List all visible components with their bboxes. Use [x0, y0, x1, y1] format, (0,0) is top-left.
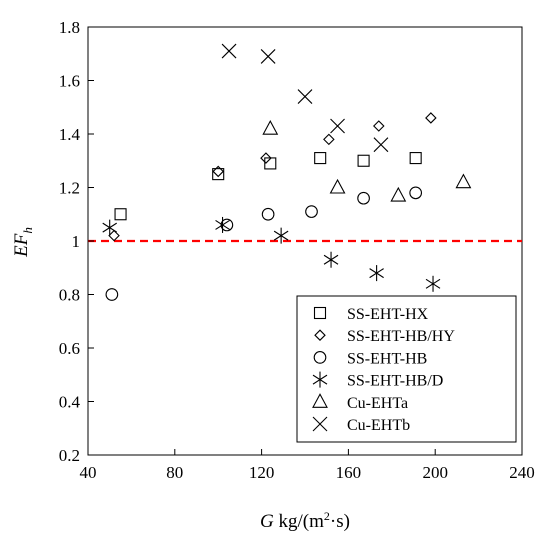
data-point-circle — [261, 207, 275, 221]
data-point-asterisk — [425, 275, 441, 292]
data-point-diamond — [212, 165, 224, 178]
data-point-square — [114, 208, 127, 221]
data-point-circle — [409, 186, 423, 200]
x-tick-label: 200 — [422, 463, 448, 482]
x-tick-label: 120 — [249, 463, 275, 482]
data-point-square — [314, 152, 327, 165]
legend-marker-asterisk — [312, 371, 328, 388]
legend-marker-triangle — [312, 393, 328, 408]
data-point-square — [264, 157, 277, 170]
legend-entry-label: SS-EHT-HB/HY — [347, 328, 455, 345]
x-tick-label: 160 — [336, 463, 362, 482]
data-point-square — [409, 152, 422, 165]
data-point-asterisk — [273, 227, 289, 244]
data-point-asterisk — [102, 219, 117, 236]
data-point-x — [330, 118, 345, 134]
data-point-square — [212, 168, 225, 181]
legend-marker-x — [312, 416, 328, 432]
y-tick-label: 1.2 — [59, 179, 80, 198]
y-tick-label: 0.8 — [59, 286, 80, 305]
data-point-triangle — [390, 186, 407, 202]
data-point-x — [373, 137, 389, 153]
legend: SS-EHT-HX SS-EHT-HB/HY SS-EHT-HB SS-EHT-HB/… — [296, 295, 517, 443]
y-tick-label: 0.2 — [59, 446, 80, 465]
y-axis-label: EFh — [11, 227, 35, 258]
data-point-circle — [105, 288, 119, 301]
data-point-diamond — [323, 133, 335, 146]
legend-marker-square — [313, 306, 327, 320]
x-tick-label: 40 — [80, 463, 97, 482]
legend-box — [296, 295, 517, 443]
data-point-triangle — [329, 178, 346, 194]
x-axis-label: G kg/(m2·s) — [260, 509, 350, 532]
data-point-circle — [220, 218, 234, 232]
data-point-triangle — [262, 119, 279, 135]
legend-marker-circle — [313, 351, 327, 364]
data-point-asterisk — [323, 251, 339, 268]
data-point-diamond — [260, 152, 272, 164]
data-point-asterisk — [215, 216, 230, 233]
data-point-x — [260, 49, 276, 64]
legend-entry-label: SS-EHT-HB — [347, 350, 427, 367]
legend-entry-label: Cu-EHTb — [347, 417, 410, 434]
data-point-diamond — [108, 229, 120, 242]
y-tick-label: 1.4 — [59, 125, 81, 144]
data-point-square — [357, 154, 370, 167]
x-tick-label: 240 — [509, 463, 535, 482]
data-point-circle — [357, 191, 370, 205]
legend-entry-label: SS-EHT-HX — [347, 306, 429, 323]
legend-entry-label: Cu-EHTa — [347, 395, 408, 412]
data-point-asterisk — [369, 265, 384, 282]
y-tick-label: 0.4 — [59, 393, 81, 412]
data-point-triangle — [455, 173, 472, 189]
legend-marker-diamond — [314, 329, 326, 341]
legend-entry-label: SS-EHT-HB/D — [347, 373, 443, 390]
y-tick-label: 0.6 — [59, 339, 80, 358]
data-point-x — [221, 43, 237, 59]
data-point-diamond — [373, 120, 385, 132]
y-tick-label: 1.8 — [59, 18, 80, 37]
data-point-diamond — [425, 112, 437, 124]
data-point-circle — [305, 205, 318, 218]
x-tick-label: 80 — [166, 463, 183, 482]
data-point-x — [297, 89, 313, 104]
y-tick-label: 1.6 — [59, 72, 80, 91]
y-tick-label: 1 — [72, 232, 81, 251]
